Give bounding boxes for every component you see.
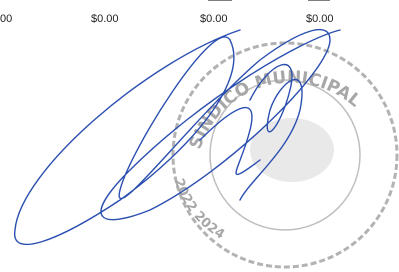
amount: 00 — [0, 13, 12, 25]
amount: $0.00 — [306, 13, 334, 25]
amount: $0.00 — [200, 13, 228, 25]
amount: $0.00 — [91, 13, 119, 25]
document-fragment: 00 $0.00 $0.00 $0.00 SINDICO MUNICIPAL 2… — [0, 0, 399, 272]
